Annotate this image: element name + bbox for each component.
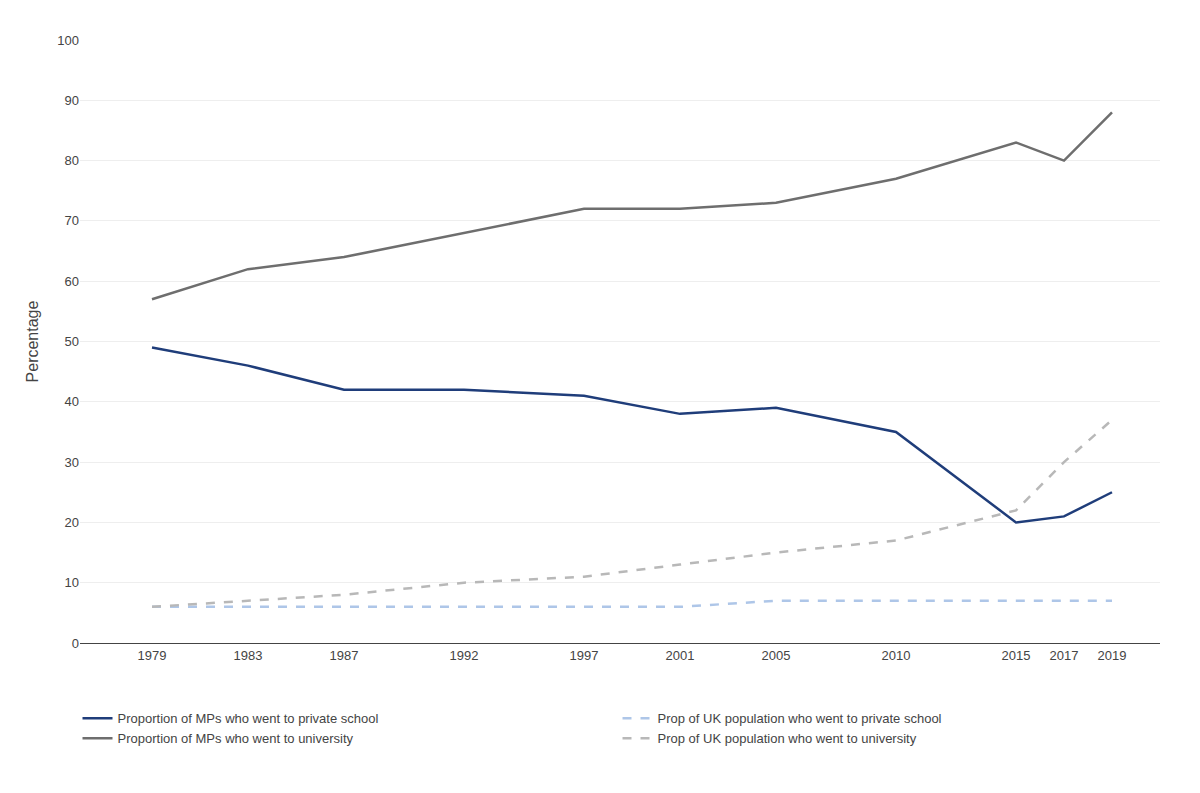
svg-text:Prop of UK population who went: Prop of UK population who went to privat… [658,711,942,726]
svg-text:1992: 1992 [450,648,479,663]
svg-text:0: 0 [72,636,79,651]
svg-text:70: 70 [65,213,79,228]
svg-text:10: 10 [65,575,79,590]
svg-text:1983: 1983 [234,648,263,663]
svg-text:20: 20 [65,515,79,530]
svg-text:1997: 1997 [570,648,599,663]
svg-text:100: 100 [57,33,79,48]
svg-text:90: 90 [65,93,79,108]
svg-text:Percentage: Percentage [24,300,41,382]
svg-text:30: 30 [65,455,79,470]
svg-text:2015: 2015 [1002,648,1031,663]
svg-text:2017: 2017 [1050,648,1079,663]
svg-text:50: 50 [65,334,79,349]
svg-text:80: 80 [65,153,79,168]
svg-text:40: 40 [65,394,79,409]
svg-text:2005: 2005 [762,648,791,663]
svg-text:1979: 1979 [138,648,167,663]
svg-text:Proportion of MPs who went to: Proportion of MPs who went to private sc… [118,711,379,726]
svg-text:2001: 2001 [666,648,695,663]
svg-text:Prop of UK population who went: Prop of UK population who went to univer… [658,731,917,746]
svg-text:1987: 1987 [330,648,359,663]
svg-text:60: 60 [65,274,79,289]
svg-text:Proportion of MPs who went to: Proportion of MPs who went to university [118,731,354,746]
svg-text:2010: 2010 [882,648,911,663]
svg-text:2019: 2019 [1098,648,1127,663]
